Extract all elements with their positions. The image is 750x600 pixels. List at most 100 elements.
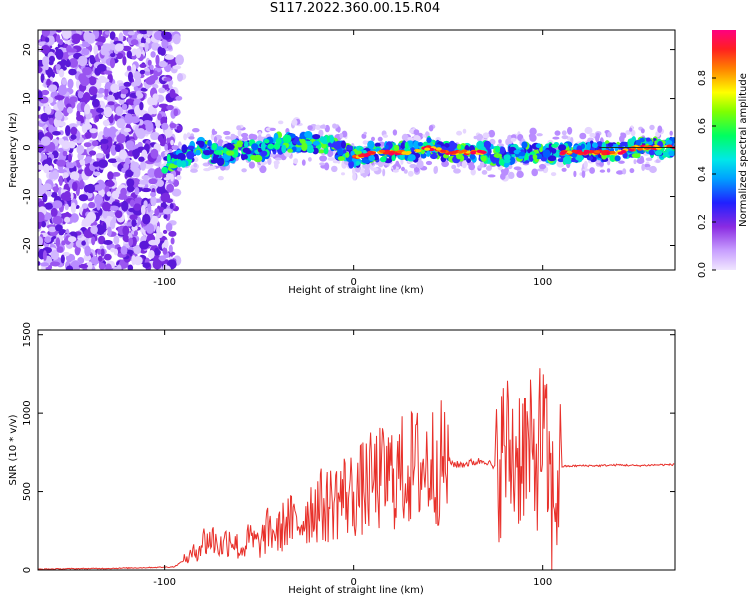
heatmap-cell bbox=[644, 166, 653, 171]
heatmap-cell bbox=[308, 157, 312, 162]
colorbar-tick-label: 0.4 bbox=[697, 166, 708, 182]
heatmap-cell bbox=[177, 152, 186, 161]
heatmap-cell bbox=[476, 149, 483, 153]
heatmap-cell bbox=[122, 225, 130, 236]
heatmap-cell bbox=[126, 65, 132, 71]
heatmap-cell bbox=[323, 146, 329, 155]
heatmap-cell bbox=[83, 142, 92, 148]
heatmap-cell bbox=[493, 153, 502, 159]
heatmap-cell bbox=[89, 128, 98, 134]
heatmap-cell bbox=[52, 186, 60, 192]
heatmap-cell bbox=[649, 124, 655, 131]
heatmap-cell bbox=[62, 150, 68, 157]
heatmap-cell bbox=[374, 161, 382, 165]
y-tick-label: 1000 bbox=[22, 400, 33, 425]
heatmap-cell bbox=[88, 76, 97, 86]
heatmap-cell bbox=[90, 256, 100, 265]
heatmap-cell bbox=[586, 141, 591, 150]
heatmap-cell bbox=[301, 142, 308, 152]
heatmap-cell bbox=[168, 148, 173, 153]
heatmap-cell bbox=[45, 37, 50, 43]
heatmap-cell bbox=[362, 140, 368, 145]
y-tick-label: 500 bbox=[22, 482, 33, 501]
heatmap-cell bbox=[307, 125, 313, 131]
heatmap-cell bbox=[156, 179, 164, 187]
heatmap-cell bbox=[248, 161, 255, 169]
heatmap-cell bbox=[52, 200, 63, 209]
heatmap-cell bbox=[169, 122, 177, 129]
heatmap-cell bbox=[668, 150, 675, 157]
heatmap-cell bbox=[138, 156, 145, 162]
heatmap-cell bbox=[327, 157, 336, 161]
heatmap-cell bbox=[82, 123, 92, 130]
heatmap-cell bbox=[253, 154, 263, 163]
heatmap-cell bbox=[151, 42, 160, 51]
heatmap-cell bbox=[166, 183, 175, 193]
heatmap-cell bbox=[422, 134, 427, 138]
heatmap-cell bbox=[497, 165, 503, 171]
heatmap-cell bbox=[374, 142, 381, 147]
heatmap-cell bbox=[625, 130, 631, 135]
heatmap-cell bbox=[75, 130, 81, 141]
heatmap-cell bbox=[86, 183, 96, 194]
heatmap-cell bbox=[116, 133, 126, 144]
heatmap-cell bbox=[139, 30, 149, 35]
heatmap-cell bbox=[461, 149, 468, 153]
heatmap-cell bbox=[428, 125, 434, 132]
heatmap-cell bbox=[318, 129, 324, 137]
heatmap-cell bbox=[141, 187, 152, 193]
heatmap-cell bbox=[166, 154, 171, 163]
heatmap-cell bbox=[126, 178, 135, 188]
heatmap-cell bbox=[133, 203, 142, 211]
heatmap-cell bbox=[139, 101, 144, 111]
heatmap-cell bbox=[112, 172, 121, 177]
heatmap-cell bbox=[163, 214, 168, 220]
heatmap-cell bbox=[80, 160, 86, 166]
heatmap-cell bbox=[217, 175, 224, 181]
heatmap-cell bbox=[131, 64, 137, 74]
heatmap-cell bbox=[170, 173, 175, 182]
heatmap-cell bbox=[102, 222, 107, 233]
heatmap-cell bbox=[384, 144, 389, 150]
heatmap-cell bbox=[106, 136, 113, 146]
heatmap-cell bbox=[55, 224, 63, 232]
heatmap-cell bbox=[377, 136, 383, 142]
heatmap-cell bbox=[98, 262, 106, 270]
heatmap-cell bbox=[582, 168, 590, 172]
heatmap-cell bbox=[236, 140, 244, 148]
heatmap-cell bbox=[41, 221, 46, 228]
heatmap-cell bbox=[355, 150, 362, 155]
heatmap-cell bbox=[350, 150, 355, 156]
heatmap-cell bbox=[260, 150, 268, 157]
heatmap-cell bbox=[596, 141, 604, 148]
heatmap-cell bbox=[118, 32, 124, 43]
heatmap-cell bbox=[306, 147, 315, 154]
heatmap-cell bbox=[116, 264, 122, 270]
colorbar-tick-label: 0.0 bbox=[697, 262, 708, 278]
heatmap-cell bbox=[287, 148, 293, 153]
heatmap-cell bbox=[97, 248, 102, 255]
heatmap-cell bbox=[100, 248, 105, 257]
heatmap-cell bbox=[213, 150, 223, 155]
heatmap-cell bbox=[172, 33, 181, 45]
heatmap-cell bbox=[171, 188, 182, 197]
heatmap-cell bbox=[57, 169, 67, 174]
heatmap-cell bbox=[103, 240, 113, 245]
heatmap-cell bbox=[125, 140, 135, 149]
heatmap-cell bbox=[142, 213, 151, 225]
heatmap-cell bbox=[425, 160, 433, 166]
heatmap-cell bbox=[341, 140, 346, 149]
heatmap-cell bbox=[110, 219, 116, 230]
heatmap-cell bbox=[473, 135, 479, 140]
heatmap-cell bbox=[49, 55, 55, 63]
heatmap-cell bbox=[135, 90, 142, 98]
heatmap-cell bbox=[619, 141, 628, 146]
heatmap-cell bbox=[212, 130, 218, 135]
heatmap-cell bbox=[462, 128, 467, 134]
heatmap-cell bbox=[46, 191, 53, 196]
heatmap-cell bbox=[163, 208, 172, 215]
heatmap-cell bbox=[103, 106, 113, 118]
heatmap-cell bbox=[122, 55, 127, 66]
